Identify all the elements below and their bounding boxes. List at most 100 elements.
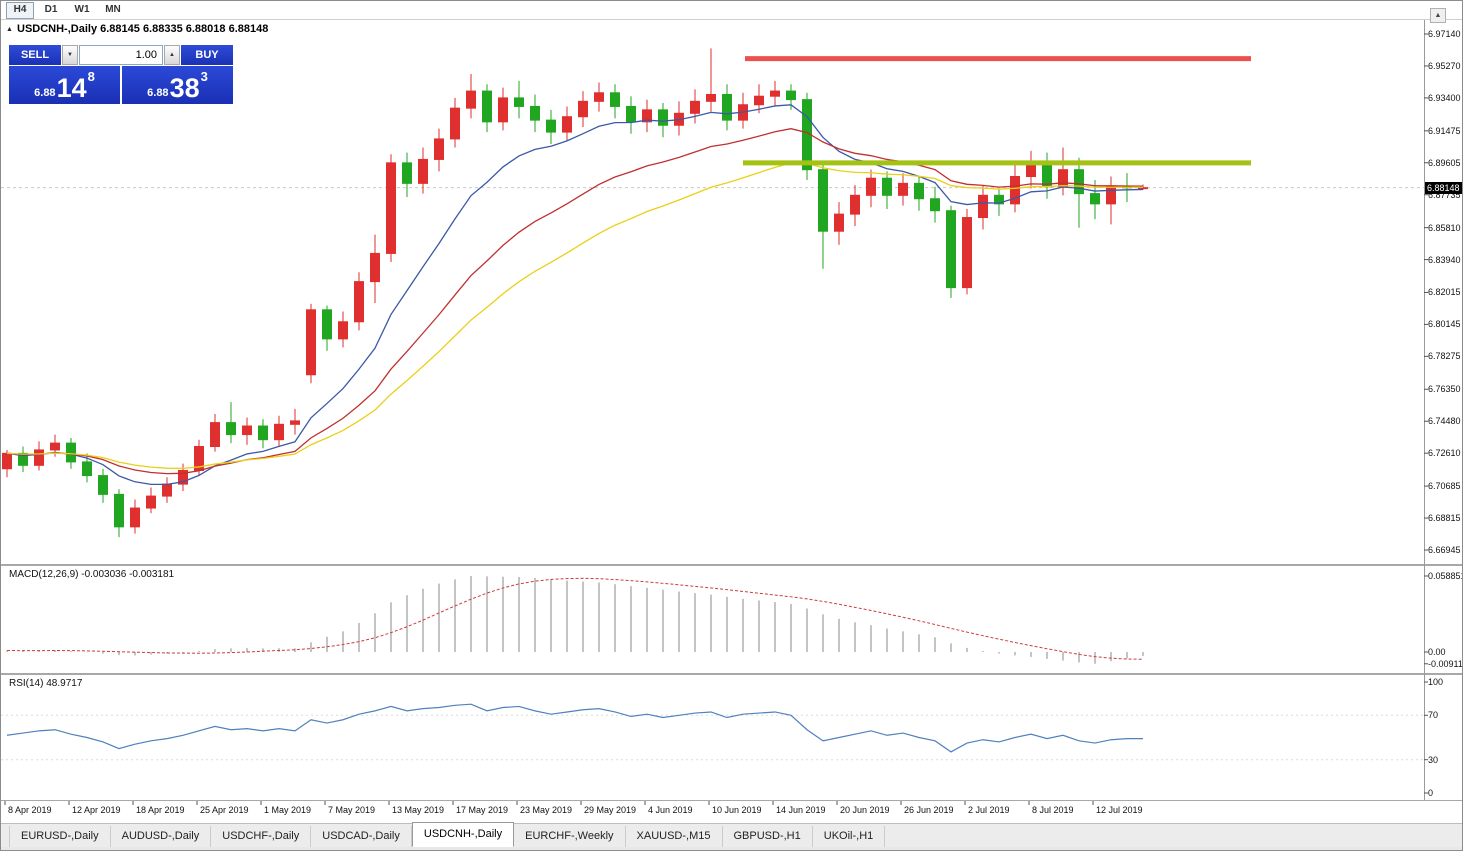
symbol-tab-eurchf-weekly[interactable]: EURCHF-,Weekly — [514, 826, 626, 847]
candle — [994, 194, 1004, 205]
one-click-trading-panel: SELL ▼ ▲ BUY 6.88 14 8 6.88 38 3 — [9, 45, 233, 104]
timeframe-button-mn[interactable]: MN — [105, 3, 121, 15]
timeframe-button-d1[interactable]: D1 — [44, 3, 58, 15]
date-label: 26 Jun 2019 — [904, 805, 954, 815]
price-axis-label: 6.72610 — [1428, 448, 1461, 459]
buy-price-button[interactable]: 6.88 38 3 — [122, 66, 233, 104]
price-axis-label: 6.83940 — [1428, 254, 1461, 265]
scroll-up-icon[interactable]: ▲ — [1430, 8, 1446, 23]
candle — [2, 452, 12, 470]
candle — [258, 425, 268, 441]
candle — [834, 213, 844, 232]
date-label: 29 May 2019 — [584, 805, 637, 815]
candle — [290, 420, 300, 425]
date-label: 20 Jun 2019 — [840, 805, 890, 815]
date-label: 8 Apr 2019 — [8, 805, 52, 815]
price-axis-label: 6.82015 — [1428, 287, 1461, 298]
price-axis-label: 6.66945 — [1428, 545, 1461, 555]
candle — [1074, 169, 1084, 195]
sell-button[interactable]: SELL — [9, 45, 61, 65]
rsi-indicator-label: RSI(14) 48.9717 — [9, 678, 83, 689]
collapse-panel-icon[interactable]: ▲ — [6, 26, 13, 33]
date-label: 12 Apr 2019 — [72, 805, 121, 815]
candle — [210, 422, 220, 448]
volume-input[interactable] — [79, 45, 163, 65]
date-label: 1 May 2019 — [264, 805, 312, 815]
candle — [66, 442, 76, 463]
date-label: 4 Jun 2019 — [648, 805, 693, 815]
symbol-tab-ukoil-h1[interactable]: UKOil-,H1 — [812, 826, 886, 847]
macd-plot — [6, 576, 1144, 664]
sell-price-big: 14 — [56, 73, 87, 103]
candle — [898, 182, 908, 196]
candle — [594, 92, 604, 102]
candle — [642, 109, 652, 123]
symbol-tab-audusd-daily[interactable]: AUDUSD-,Daily — [110, 826, 212, 847]
sell-price-prefix: 6.88 — [34, 87, 56, 99]
date-label: 23 May 2019 — [520, 805, 573, 815]
ma-line-red — [6, 128, 1144, 475]
candle — [578, 100, 588, 118]
price-axis-label: 6.85810 — [1428, 222, 1461, 233]
bottom-status-strip — [1, 847, 1462, 850]
rsi-plot — [1, 703, 1424, 761]
candle — [418, 158, 428, 184]
candle — [626, 105, 636, 123]
symbol-tab-usdcad-daily[interactable]: USDCAD-,Daily — [311, 826, 412, 847]
candle — [514, 97, 524, 107]
date-label: 2 Jul 2019 — [968, 805, 1010, 815]
symbol-tab-gbpusd-h1[interactable]: GBPUSD-,H1 — [722, 826, 813, 847]
sell-price-sup: 8 — [87, 69, 95, 84]
candle — [914, 182, 924, 200]
candle — [1058, 169, 1068, 188]
symbol-tab-eurusd-daily[interactable]: EURUSD-,Daily — [9, 826, 111, 847]
candles — [2, 48, 1148, 538]
volume-increase-button[interactable]: ▲ — [164, 45, 180, 65]
candle — [34, 449, 44, 466]
candle — [18, 452, 28, 466]
symbol-tab-xauusd-m15[interactable]: XAUUSD-,M15 — [625, 826, 723, 847]
candle — [610, 92, 620, 107]
rsi-axis-label: 100 — [1428, 677, 1444, 687]
candle — [178, 469, 188, 485]
timeframe-button-w1[interactable]: W1 — [74, 3, 90, 15]
candle — [386, 162, 396, 254]
moving-averages — [6, 104, 1144, 486]
macd-axis-label: 0.00 — [1428, 647, 1446, 657]
price-axis-label: 6.70685 — [1428, 481, 1461, 492]
candle — [162, 483, 172, 497]
ma-line-yellow — [6, 162, 1144, 469]
candle — [274, 423, 284, 441]
macd-axis-label: 0.058851 — [1428, 571, 1463, 581]
candle — [1138, 187, 1148, 190]
symbol-tab-usdcnh-daily[interactable]: USDCNH-,Daily — [411, 822, 515, 847]
date-label: 14 Jun 2019 — [776, 805, 826, 815]
candle — [1010, 176, 1020, 205]
oneclick-price-row: 6.88 14 8 6.88 38 3 — [9, 66, 233, 104]
candle — [658, 109, 668, 126]
price-axis-label: 6.87735 — [1428, 189, 1461, 200]
symbol-tab-usdchf-daily[interactable]: USDCHF-,Daily — [211, 826, 312, 847]
date-label: 8 Jul 2019 — [1032, 805, 1074, 815]
buy-button[interactable]: BUY — [181, 45, 233, 65]
sell-price-button[interactable]: 6.88 14 8 — [9, 66, 120, 104]
price-axis: 6.97140 6.95270 6.93400 6.91475 6.89605 6.877… — [1425, 1, 1463, 823]
candle — [930, 198, 940, 212]
candle — [322, 309, 332, 340]
candle — [818, 169, 828, 232]
rsi-axis-label: 0 — [1428, 788, 1434, 798]
rsi-axis-label: 30 — [1428, 754, 1439, 765]
candle — [946, 210, 956, 289]
price-axis-label: 6.91475 — [1428, 125, 1461, 136]
candle — [434, 138, 444, 160]
candle — [306, 309, 316, 376]
candle — [530, 105, 540, 121]
macd-indicator-label: MACD(12,26,9) -0.003036 -0.003181 — [9, 569, 175, 580]
buy-price-sup: 3 — [200, 69, 208, 84]
timeframe-button-h4[interactable]: H4 — [6, 1, 34, 19]
ma-line-blue — [6, 104, 1144, 486]
oneclick-controls-row: SELL ▼ ▲ BUY — [9, 45, 233, 65]
volume-decrease-button[interactable]: ▼ — [62, 45, 78, 65]
candle — [114, 493, 124, 528]
